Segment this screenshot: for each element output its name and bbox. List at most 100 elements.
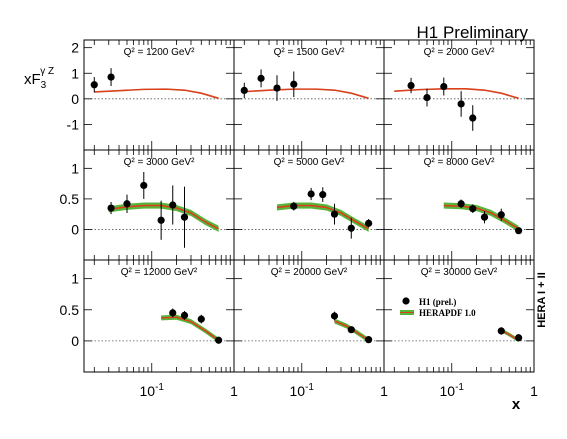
figure-title: H1 Preliminary: [417, 23, 529, 42]
theory-central-curve: [94, 88, 219, 100]
legend-marker: [402, 297, 410, 305]
data-point: [307, 190, 315, 198]
y-tick-label: 0: [71, 221, 79, 237]
data-point: [457, 200, 465, 208]
panel-q2-label: Q² = 30000 GeV²: [421, 267, 498, 278]
data-point: [107, 73, 115, 81]
data-point: [457, 100, 465, 108]
data-point: [440, 82, 448, 91]
data-point: [497, 211, 505, 219]
data-point: [123, 200, 131, 208]
x-tick-labels: 10-1 1 10-1 1 10-1 1: [140, 382, 539, 399]
legend-data-label: H1 (prel.): [419, 297, 456, 307]
data-point: [169, 309, 177, 317]
legend-band-label: HERAPDF 1.0: [419, 308, 476, 318]
theory-central-curve: [443, 204, 520, 230]
data-point: [365, 336, 373, 344]
theory-central-curve: [244, 88, 369, 100]
theory-central-curve: [161, 316, 220, 341]
x-tick-label-base: 1: [230, 383, 238, 399]
x-tick-label-exponent: -1: [155, 382, 164, 393]
theory-uncertainty-band: [161, 314, 219, 343]
y-tick-label: 2: [71, 40, 79, 56]
y-axis-title-sup: γ Z: [40, 66, 54, 77]
panel-3: Q² = 2000 GeV²: [383, 39, 535, 151]
theory-uncertainty-band: [277, 202, 369, 232]
data-point: [347, 326, 355, 334]
data-point: [215, 336, 223, 344]
theory-central-curve: [108, 204, 219, 230]
panel-frame: [383, 259, 535, 373]
panel-q2-label: Q² = 2000 GeV²: [424, 47, 496, 58]
x-tick-label: 10-1: [140, 382, 165, 399]
data-point: [480, 213, 489, 221]
x-tick-label: 10-1: [440, 382, 465, 399]
data-point: [180, 311, 189, 319]
data-point: [180, 213, 189, 221]
data-point: [407, 81, 415, 90]
x-tick-label-base: 1: [530, 383, 538, 399]
data-point: [90, 81, 98, 89]
panel-9: Q² = 30000 GeV²: [383, 259, 535, 373]
x-tick-label-base: 10: [440, 383, 456, 399]
data-point: [515, 227, 523, 235]
panel-q2-label: Q² = 1500 GeV²: [274, 47, 346, 58]
y-tick-label: 0.5: [60, 302, 80, 318]
data-point: [497, 327, 505, 335]
data-point: [330, 312, 339, 320]
x-tick-label-base: 10: [140, 383, 156, 399]
panel-4: 1 0.5 0 Q² = 3000 GeV²: [60, 149, 235, 261]
legend: H1 (prel.) HERAPDF 1.0: [400, 297, 476, 318]
panel-q2-label: Q² = 3000 GeV²: [124, 157, 196, 168]
x-tick-label-base: 1: [380, 383, 388, 399]
panel-8: Q² = 20000 GeV²: [233, 259, 385, 373]
y-tick-label: 1: [71, 160, 79, 176]
data-point: [469, 114, 477, 122]
panel-6: Q² = 8000 GeV²: [383, 149, 535, 261]
data-point: [290, 80, 298, 88]
panel-grid: 2 1 0 -1 Q² = 1200 GeV² Q² = 1500 GeV² Q² = 20…: [60, 39, 535, 373]
theory-central-curve: [394, 88, 519, 100]
data-point: [515, 334, 523, 342]
data-point: [240, 86, 248, 94]
x-axis-title: x: [512, 396, 521, 413]
data-point: [423, 93, 431, 102]
panel-5: Q² = 5000 GeV²: [233, 149, 385, 261]
data-point: [330, 210, 339, 218]
y-tick-label: -1: [67, 116, 80, 132]
panel-q2-label: Q² = 20000 GeV²: [271, 267, 348, 278]
y-tick-label: 1: [71, 65, 79, 81]
data-point: [197, 315, 205, 323]
x-tick-label-base: 10: [290, 383, 306, 399]
data-point: [257, 74, 265, 82]
x-tick-label: 1: [230, 383, 238, 399]
data-point: [169, 201, 177, 209]
panel-q2-label: Q² = 1200 GeV²: [124, 47, 196, 58]
data-point: [469, 205, 477, 213]
panel-q2-label: Q² = 8000 GeV²: [424, 157, 496, 168]
y-tick-label: 0.5: [60, 191, 80, 207]
data-point: [347, 224, 355, 232]
panel-7: 1 0.5 0 Q² = 12000 GeV²: [60, 259, 235, 373]
x-tick-label-exponent: -1: [305, 382, 314, 393]
data-point: [140, 181, 148, 190]
data-point: [273, 84, 281, 92]
x-tick-label: 1: [530, 383, 538, 399]
side-label: HERA I + II: [536, 272, 548, 328]
y-axis-title: xF3 γ Z: [24, 66, 54, 91]
panel-2: Q² = 1500 GeV²: [233, 39, 385, 151]
data-point: [319, 191, 327, 199]
y-tick-label: 0: [71, 333, 79, 349]
y-tick-label: 1: [71, 271, 79, 287]
x-tick-label: 10-1: [290, 382, 315, 399]
data-point: [290, 202, 298, 210]
data-point: [107, 204, 115, 212]
x-tick-label-exponent: -1: [455, 382, 464, 393]
data-point: [157, 216, 165, 224]
y-axis-title-sub: 3: [41, 80, 47, 91]
data-point: [365, 219, 373, 227]
panel-1: 2 1 0 -1 Q² = 1200 GeV²: [67, 39, 235, 151]
panel-q2-label: Q² = 5000 GeV²: [274, 157, 346, 168]
panel-q2-label: Q² = 12000 GeV²: [121, 267, 198, 278]
